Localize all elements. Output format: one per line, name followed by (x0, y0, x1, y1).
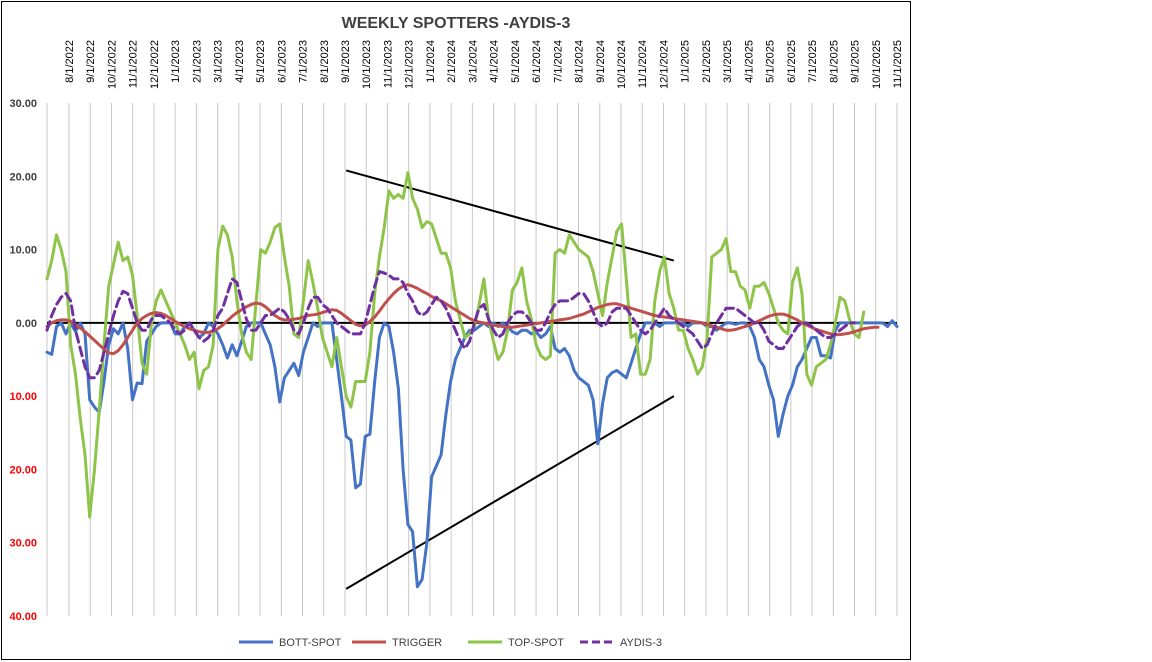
x-tick-label: 10/1/2025 (871, 40, 883, 89)
y-tick-label: 10.00 (9, 245, 37, 257)
trendlines (345, 169, 675, 590)
chart-title: WEEKLY SPOTTERS -AYDIS-3 (342, 15, 571, 32)
x-tick-label: 4/1/2025 (743, 40, 755, 83)
x-tick-label: 3/1/2024 (467, 40, 479, 83)
x-tick-label: 3/1/2023 (213, 40, 225, 83)
x-tick-label: 9/1/2023 (340, 40, 352, 83)
y-axis: 30.00 20.00 10.00 0.00 10.00 20.00 30.00 40.00 (9, 98, 37, 623)
x-tick-label: 11/1/2023 (382, 40, 394, 88)
x-tick-label: 8/1/2023 (319, 40, 331, 83)
x-tick-label: 12/1/2024 (658, 40, 670, 89)
x-tick-label: 1/1/2023 (170, 40, 182, 83)
legend-label: AYDIS-3 (620, 637, 662, 649)
x-tick-label: 8/1/2025 (828, 40, 840, 83)
y-tick-label: 30.00 (9, 538, 37, 550)
series-lines (45, 171, 899, 589)
trendline (345, 395, 675, 590)
legend: BOTT-SPOT TRIGGER TOP-SPOT AYDIS-3 (239, 637, 662, 649)
x-tick-label: 8/1/2024 (574, 40, 586, 83)
legend-label: BOTT-SPOT (279, 637, 342, 649)
y-tick-label: 40.00 (9, 611, 37, 623)
trendline (345, 169, 675, 262)
x-tick-label: 7/1/2023 (298, 40, 310, 83)
series-line-aydis-3 (45, 270, 856, 380)
x-tick-label: 5/1/2025 (765, 40, 777, 83)
x-tick-label: 1/1/2025 (680, 40, 692, 83)
x-tick-label: 11/1/2025 (892, 40, 904, 88)
x-tick-label: 10/1/2023 (361, 40, 373, 89)
x-tick-label: 7/1/2025 (807, 40, 819, 83)
x-tick-label: 5/1/2023 (255, 40, 267, 83)
x-tick-label: 6/1/2024 (531, 40, 543, 83)
x-tick-label: 1/1/2024 (425, 40, 437, 83)
x-tick-label: 12/1/2022 (149, 40, 161, 89)
x-tick-label: 11/1/2022 (128, 40, 140, 88)
x-tick-label: 10/1/2022 (106, 40, 118, 89)
x-tick-label: 2/1/2024 (446, 40, 458, 83)
y-tick-label: 10.00 (9, 391, 37, 403)
x-tick-label: 8/1/2022 (64, 40, 76, 83)
y-tick-label: 20.00 (9, 464, 37, 476)
legend-label: TOP-SPOT (508, 637, 564, 649)
y-tick-label: 0.00 (16, 318, 37, 330)
x-tick-label: 9/1/2022 (85, 40, 97, 83)
x-tick-label: 11/1/2024 (637, 40, 649, 88)
y-tick-label: 30.00 (9, 98, 37, 110)
x-tick-label: 6/1/2025 (786, 40, 798, 83)
x-tick-label: 9/1/2025 (850, 40, 862, 83)
x-tick-label: 10/1/2024 (616, 40, 628, 89)
x-tick-label: 2/1/2025 (701, 40, 713, 83)
x-tick-label: 9/1/2024 (595, 40, 607, 83)
grid (46, 103, 898, 616)
legend-label: TRIGGER (392, 637, 442, 649)
x-tick-label: 3/1/2025 (722, 40, 734, 83)
x-tick-label: 2/1/2023 (191, 40, 203, 83)
x-tick-label: 6/1/2023 (276, 40, 288, 83)
x-tick-label: 12/1/2023 (404, 40, 416, 89)
y-tick-label: 20.00 (9, 171, 37, 183)
x-tick-label: 4/1/2023 (234, 40, 246, 83)
x-axis: 8/1/2022 9/1/2022 10/1/2022 11/1/2022 12/1/2… (64, 40, 904, 89)
x-tick-label: 4/1/2024 (489, 40, 501, 83)
x-tick-label: 5/1/2024 (510, 40, 522, 83)
x-tick-label: 7/1/2024 (552, 40, 564, 83)
series-line-top-spot (45, 171, 866, 519)
